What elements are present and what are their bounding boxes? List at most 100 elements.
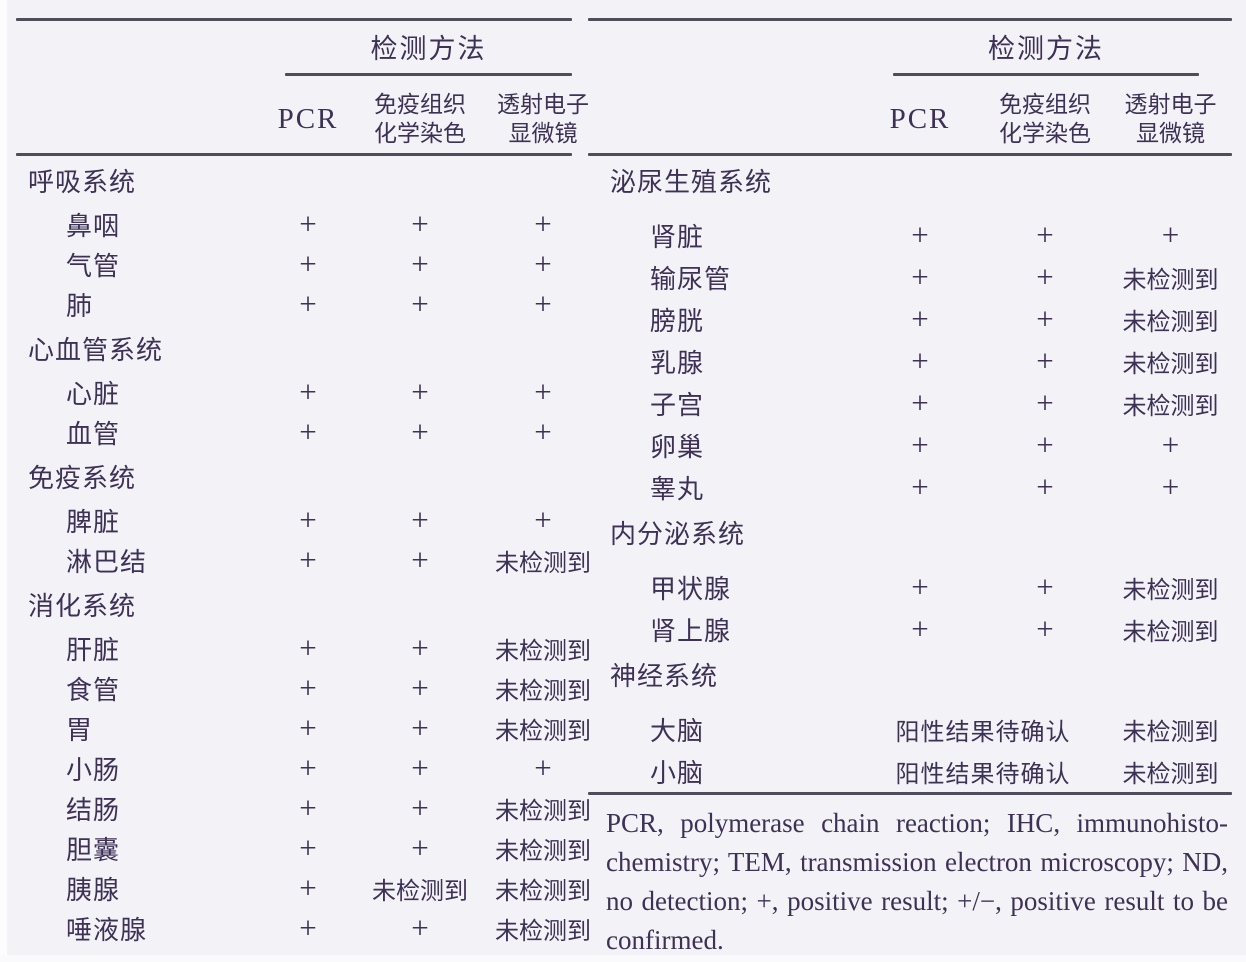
- left-column-headers: PCR 免疫组织 化学染色 透射电子 显微镜: [252, 89, 589, 149]
- organ-label: 结肠: [66, 794, 121, 825]
- organ-label: 气管: [66, 250, 121, 281]
- footnote-line: chemistry; TEM, transmission electron mi…: [606, 847, 1228, 877]
- result-ihc: +: [411, 910, 429, 945]
- column-header-ihc: 免疫组织 化学染色: [999, 91, 1091, 146]
- result-ihc: +: [1036, 385, 1054, 420]
- result-ihc: +: [411, 502, 429, 537]
- result-pcr: +: [299, 414, 317, 449]
- result-pcr: +: [911, 427, 929, 462]
- organ-row: 小肠 + + +: [16, 748, 590, 788]
- result-pcr: +: [299, 750, 317, 785]
- result-ihc: +: [1036, 611, 1054, 646]
- section-label: 神经系统: [610, 660, 719, 691]
- section-label: 消化系统: [28, 590, 137, 621]
- result-tem: 未检测到: [495, 877, 591, 905]
- organ-row: 睾丸 + + +: [588, 466, 1246, 508]
- result-tem: +: [534, 206, 552, 241]
- organ-label: 脾脏: [66, 506, 121, 537]
- result-tem: 未检测到: [1122, 618, 1219, 646]
- organ-row: 结肠 + + 未检测到: [16, 788, 591, 828]
- organ-row: 大脑 阳性结果待确认 未检测到: [588, 708, 1246, 750]
- organ-label: 胃: [66, 714, 94, 745]
- result-tem: +: [534, 750, 552, 785]
- result-ihc: +: [411, 374, 429, 409]
- section-label: 心血管系统: [28, 334, 164, 365]
- methods-group-underline: [893, 73, 1199, 76]
- organ-label: 子宫: [650, 389, 705, 420]
- right-table-header: 检测方法 PCR 免疫组织 化学染色 透射电子 显微镜: [588, 21, 1246, 153]
- organ-label: 食管: [66, 674, 121, 705]
- result-pcr: +: [911, 217, 929, 252]
- result-pcr-ihc-combined: 阳性结果待确认: [895, 760, 1071, 788]
- section-row: 呼吸系统: [16, 156, 590, 204]
- result-ihc: +: [411, 830, 429, 865]
- section-label: 免疫系统: [28, 462, 137, 493]
- result-tem: 未检测到: [495, 797, 591, 825]
- organ-label: 乳腺: [650, 347, 705, 378]
- result-pcr: +: [911, 611, 929, 646]
- organ-label: 睾丸: [650, 473, 705, 504]
- organ-row: 肝脏 + + 未检测到: [16, 628, 591, 668]
- result-pcr: +: [299, 286, 317, 321]
- result-ihc: +: [411, 246, 429, 281]
- result-pcr: +: [299, 246, 317, 281]
- result-pcr: +: [911, 569, 929, 604]
- organ-row: 卵巢 + + +: [588, 424, 1246, 466]
- result-tem: 未检测到: [495, 549, 591, 577]
- result-pcr-ihc-combined: 阳性结果待确认: [895, 718, 1071, 746]
- result-ihc: +: [411, 750, 429, 785]
- methods-group-header: 检测方法: [988, 34, 1104, 64]
- result-tem: +: [534, 414, 552, 449]
- section-label: 泌尿生殖系统: [610, 166, 773, 197]
- organ-label: 血管: [66, 418, 121, 449]
- organ-label: 甲状腺: [650, 573, 732, 604]
- right-table-top-rule: [588, 18, 1232, 21]
- result-tem: 未检测到: [1122, 718, 1219, 746]
- table-bottom-rule: [588, 792, 1232, 795]
- section-label: 呼吸系统: [28, 166, 137, 197]
- result-pcr: +: [299, 910, 317, 945]
- result-pcr: +: [299, 670, 317, 705]
- result-ihc: +: [1036, 217, 1054, 252]
- result-ihc: +: [411, 710, 429, 745]
- result-tem: 未检测到: [1122, 576, 1219, 604]
- result-tem: 未检测到: [1122, 350, 1219, 378]
- result-tem: 未检测到: [495, 677, 591, 705]
- section-row: 泌尿生殖系统: [588, 156, 1246, 204]
- result-tem: +: [534, 286, 552, 321]
- result-pcr: +: [299, 830, 317, 865]
- organ-row: 气管 + + +: [16, 244, 590, 284]
- section-row: 消化系统: [16, 580, 590, 628]
- result-tem: +: [1161, 217, 1180, 252]
- footnote-line: no detection; +, positive result; +/−, p…: [606, 886, 1228, 916]
- organ-label: 唾液腺: [66, 914, 148, 945]
- organ-row: 脾脏 + + +: [16, 500, 590, 540]
- result-ihc: +: [411, 542, 429, 577]
- organ-row: 鼻咽 + + +: [16, 204, 590, 244]
- section-row: 心血管系统: [16, 324, 590, 372]
- result-tem: +: [534, 246, 552, 281]
- left-table-header: 检测方法 PCR 免疫组织 化学染色 透射电子 显微镜: [16, 21, 590, 153]
- section-label: 内分泌系统: [610, 518, 746, 549]
- organ-row: 血管 + + +: [16, 412, 590, 452]
- result-ihc: +: [411, 630, 429, 665]
- organ-label: 淋巴结: [66, 546, 148, 577]
- result-pcr: +: [911, 259, 929, 294]
- section-row: 免疫系统: [16, 452, 590, 500]
- result-tem: +: [534, 502, 552, 537]
- result-tem: 未检测到: [495, 637, 591, 665]
- organ-label: 小肠: [66, 754, 121, 785]
- column-header-pcr: PCR: [277, 102, 339, 135]
- result-tem: 未检测到: [1122, 392, 1219, 420]
- organ-row: 乳腺 + + 未检测到: [588, 340, 1246, 382]
- organ-label: 心脏: [66, 378, 121, 409]
- result-ihc: +: [1036, 343, 1054, 378]
- left-table-body: 呼吸系统 鼻咽 + + + 气管 + + + 肺 + + + 心血管系统 心脏 + + + 血管 + + + 免疫系统 脾脏 +…: [16, 156, 591, 948]
- result-tem: 未检测到: [495, 837, 591, 865]
- footnote-line: PCR, polymerase chain reaction; IHC, imm…: [606, 808, 1228, 838]
- organ-row: 食管 + + 未检测到: [16, 668, 591, 708]
- section-row: 内分泌系统: [588, 508, 1246, 556]
- methods-group-underline: [285, 73, 572, 76]
- result-ihc: +: [1036, 427, 1054, 462]
